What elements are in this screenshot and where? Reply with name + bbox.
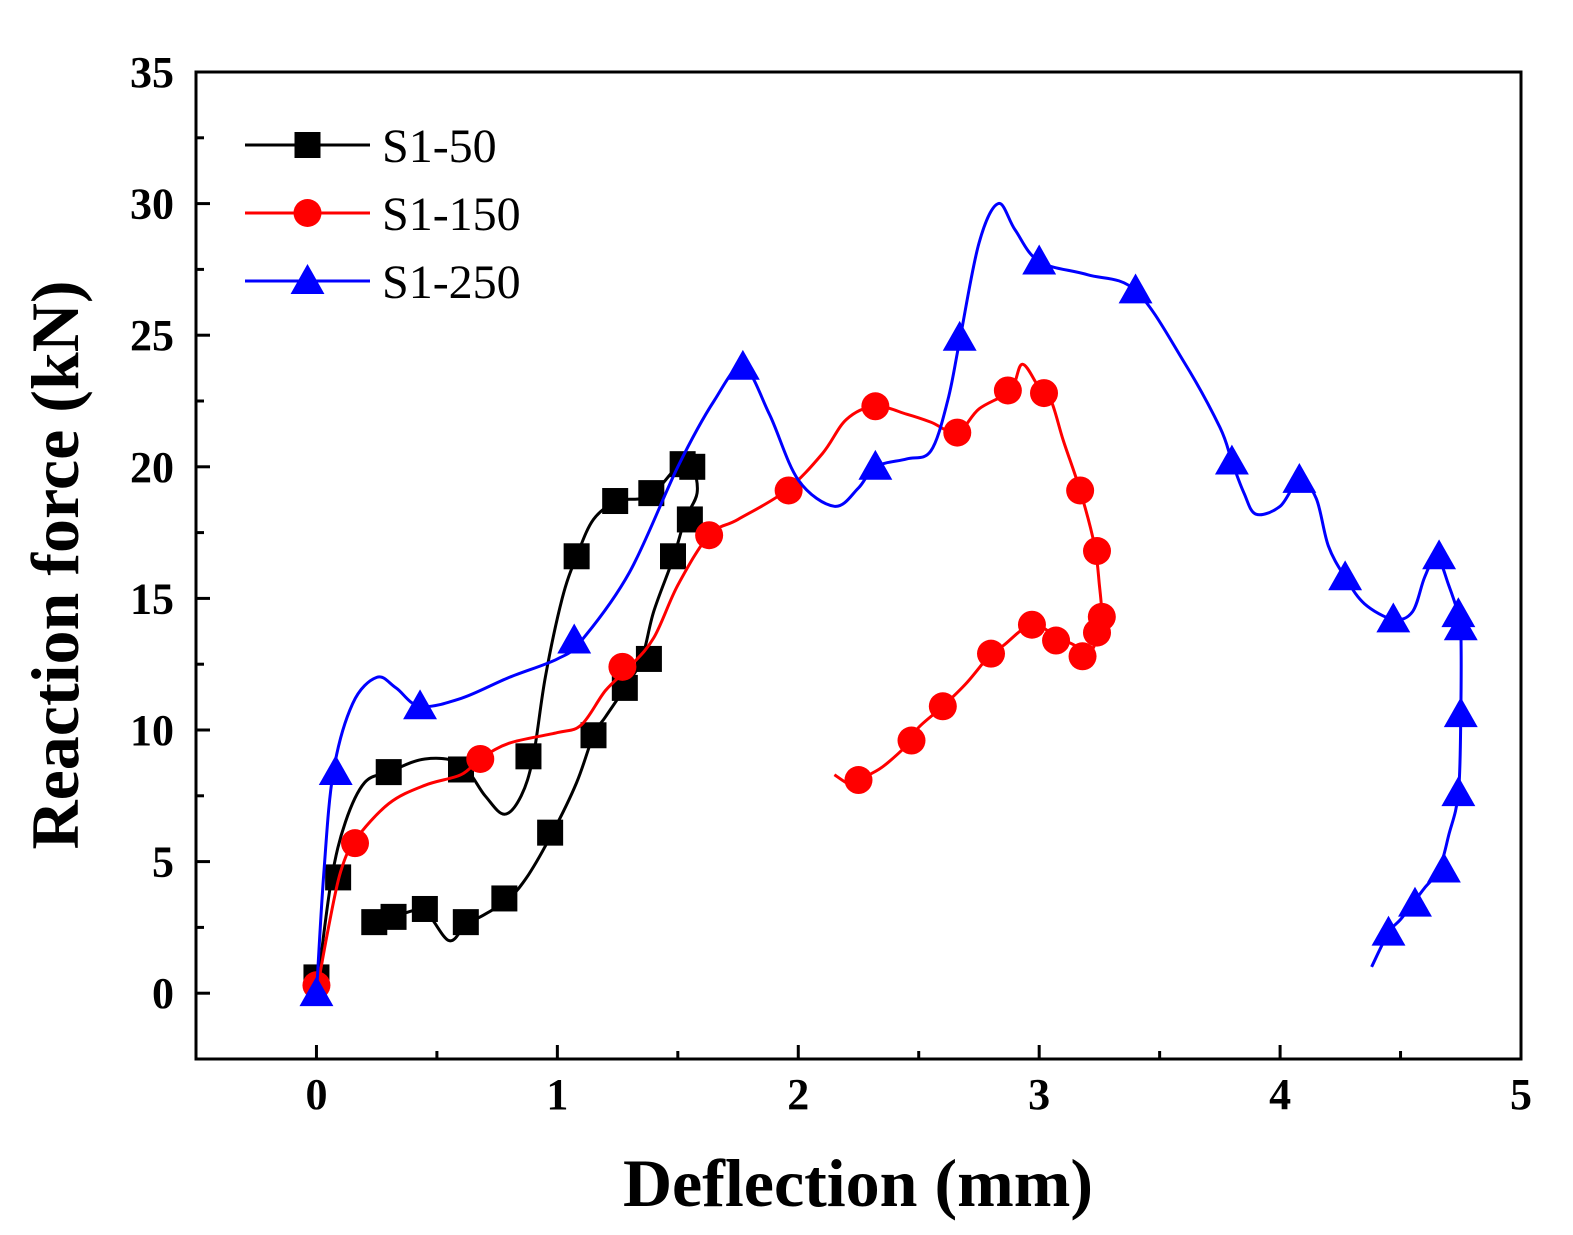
x-tick-label: 1 (546, 1070, 568, 1119)
data-point-S1-150 (1017, 610, 1046, 639)
data-point-S1-250 (299, 976, 334, 1007)
data-point-S1-50 (563, 543, 590, 570)
y-tick-label: 15 (130, 574, 174, 623)
data-point-S1-150 (1068, 642, 1097, 671)
data-point-S1-250 (1214, 444, 1249, 475)
data-point-S1-150 (1083, 618, 1111, 647)
data-point-S1-250 (1441, 776, 1476, 807)
data-point-S1-250 (1118, 273, 1153, 304)
plot-area (299, 202, 1478, 1007)
x-axis: 0 1 2 3 4 5 (305, 1045, 1532, 1119)
data-point-S1-250 (1443, 610, 1478, 641)
data-point-S1-250 (318, 755, 353, 786)
data-point-S1-150 (695, 521, 724, 550)
legend-label: S1-250 (382, 256, 521, 309)
y-tick-label: 30 (130, 180, 174, 229)
y-axis: 0 5 10 15 20 25 30 35 (130, 48, 210, 1018)
data-point-S1-150 (1066, 476, 1095, 505)
data-point-S1-250 (1443, 697, 1478, 728)
data-point-S1-50 (411, 895, 438, 922)
data-point-S1-250 (403, 689, 437, 720)
data-point-S1-250 (1282, 463, 1317, 493)
legend: S1-50 S1-150 S1-250 (245, 120, 521, 309)
x-tick-label: 2 (787, 1070, 809, 1119)
data-point-S1-250 (1422, 539, 1457, 570)
y-tick-label: 5 (152, 838, 174, 887)
data-point-S1-250 (1426, 852, 1461, 883)
data-point-S1-150 (861, 392, 890, 421)
x-tick-label: 4 (1269, 1070, 1291, 1119)
y-tick-label: 35 (130, 48, 174, 97)
data-point-S1-250 (725, 349, 760, 380)
legend-item-S1-50: S1-50 (245, 120, 497, 173)
data-point-S1-250 (557, 623, 592, 654)
data-point-S1-150 (993, 376, 1022, 405)
x-axis-title: Deflection (mm) (623, 1145, 1093, 1221)
data-point-S1-150 (608, 652, 637, 681)
data-point-S1-50 (602, 488, 629, 515)
y-tick-label: 25 (130, 311, 174, 360)
data-point-S1-250 (1376, 602, 1411, 633)
x-tick-label: 3 (1028, 1070, 1050, 1119)
data-point-S1-250 (942, 320, 977, 351)
data-point-S1-50 (452, 909, 479, 936)
data-point-S1-50 (638, 480, 665, 507)
data-point-S1-250 (1398, 886, 1432, 917)
data-point-S1-150 (466, 744, 495, 773)
legend-marker (294, 132, 321, 158)
legend-label: S1-150 (382, 188, 521, 241)
data-point-S1-50 (375, 759, 402, 786)
data-point-S1-50 (515, 743, 542, 770)
data-point-S1-150 (774, 476, 803, 505)
data-point-S1-250 (1022, 244, 1057, 275)
plot-frame (194, 70, 1523, 1061)
data-point-S1-50 (580, 722, 607, 749)
data-point-S1-50 (635, 645, 662, 672)
legend-label: S1-50 (382, 120, 497, 173)
data-point-S1-150 (844, 766, 873, 795)
data-point-S1-150 (897, 726, 926, 755)
data-point-S1-150 (1030, 379, 1058, 408)
data-point-S1-250 (1328, 560, 1363, 591)
data-point-S1-150 (341, 829, 369, 858)
series-S1-150 (302, 362, 1116, 1000)
data-point-S1-150 (1042, 626, 1071, 655)
y-tick-label: 0 (152, 969, 174, 1018)
y-axis-title: Reaction force (kN) (17, 280, 93, 849)
legend-item-S1-150: S1-150 (245, 188, 521, 241)
data-point-S1-250 (1371, 915, 1406, 946)
data-point-S1-250 (1441, 597, 1476, 628)
x-tick-label: 0 (305, 1070, 327, 1119)
y-tick-label: 10 (130, 706, 174, 755)
data-point-S1-150 (943, 418, 972, 447)
data-point-S1-150 (977, 639, 1005, 668)
legend-marker (290, 264, 325, 294)
x-tick-label: 5 (1510, 1070, 1532, 1119)
data-point-S1-50 (361, 909, 388, 936)
legend-marker (293, 199, 322, 227)
data-point-S1-50 (491, 885, 518, 912)
data-point-S1-250 (858, 449, 893, 480)
series-S1-250 (299, 202, 1478, 1007)
legend-item-S1-250: S1-250 (245, 256, 521, 309)
data-point-S1-50 (537, 819, 564, 846)
data-point-S1-150 (1083, 537, 1111, 566)
y-tick-label: 20 (130, 443, 174, 492)
data-point-S1-150 (928, 692, 957, 721)
data-point-S1-50 (660, 543, 686, 570)
